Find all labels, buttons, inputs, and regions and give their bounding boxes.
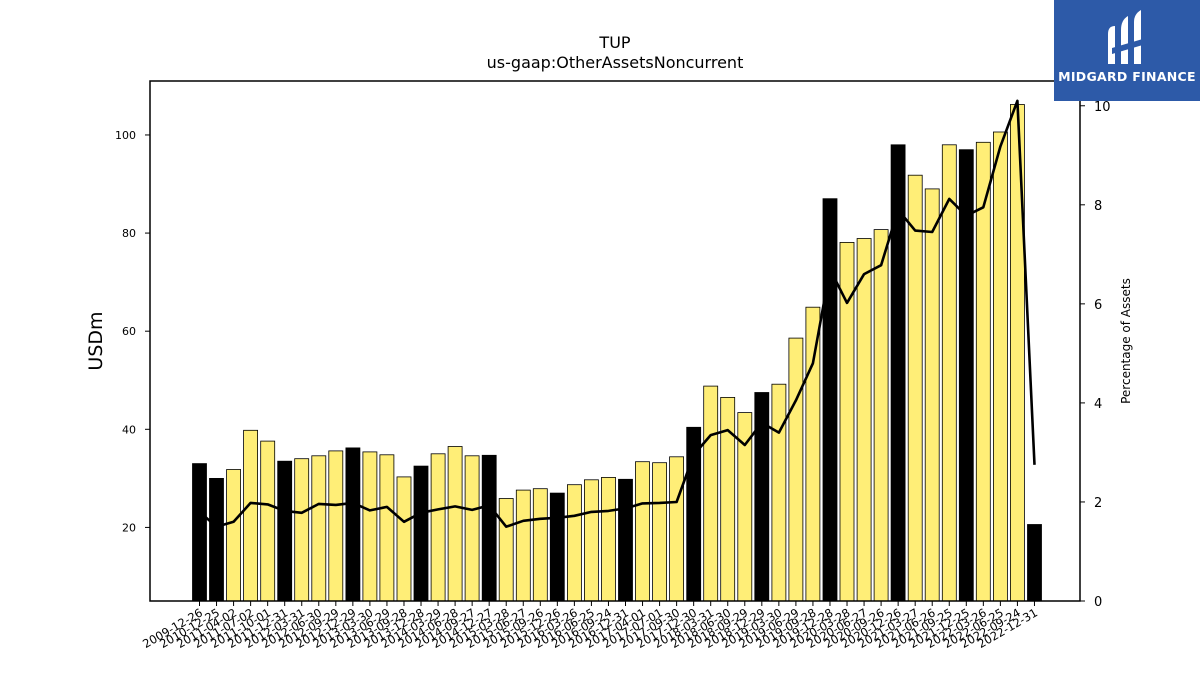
y-tick-label: 60 — [122, 325, 136, 338]
bar — [226, 469, 242, 602]
bar — [856, 238, 872, 602]
bar — [515, 489, 531, 602]
bar — [294, 458, 310, 602]
axes-layer: 2040608010002468102009-12-262010-12-2520… — [115, 80, 1111, 651]
bar — [720, 396, 736, 602]
bar — [958, 149, 974, 602]
bar — [430, 453, 446, 602]
chart-title: TUP — [598, 33, 630, 52]
bars-layer — [192, 104, 1042, 602]
bar — [192, 463, 207, 602]
bar — [652, 462, 667, 602]
bar — [447, 446, 463, 602]
bar — [243, 429, 259, 602]
bar — [584, 479, 599, 602]
bar — [260, 440, 276, 602]
bar — [618, 478, 633, 602]
brand-mark-icon — [1108, 10, 1146, 64]
bar — [635, 461, 650, 602]
bar — [328, 450, 344, 602]
bar — [209, 477, 224, 602]
y2-tick-label: 4 — [1094, 397, 1102, 412]
bar — [993, 131, 1008, 602]
bar — [379, 454, 395, 602]
y-tick-label: 40 — [122, 423, 136, 436]
bar — [362, 451, 378, 602]
bar — [703, 385, 719, 602]
bar — [907, 174, 923, 602]
y2-axis-label: Percentage of Assets — [1119, 278, 1133, 404]
bar — [1027, 524, 1042, 602]
y2-tick-label: 10 — [1094, 100, 1111, 115]
bar — [788, 337, 804, 602]
y2-tick-label: 2 — [1094, 496, 1102, 511]
y-axis-label: USDm — [85, 311, 107, 370]
brand-name: MIDGARD FINANCE — [1058, 69, 1196, 84]
bar — [805, 306, 821, 602]
bar — [669, 456, 684, 602]
bar — [396, 476, 412, 602]
bar — [532, 488, 548, 602]
bar — [481, 454, 497, 602]
bar — [413, 465, 429, 602]
bar — [873, 229, 889, 602]
bar — [549, 492, 565, 602]
bar — [311, 455, 327, 602]
plot-frame — [149, 80, 1081, 602]
bar — [567, 484, 582, 602]
y-tick-label: 100 — [115, 129, 136, 142]
percentage-line — [198, 99, 1036, 529]
bar — [771, 383, 787, 602]
y2-tick-label: 0 — [1094, 595, 1102, 610]
y2-tick-label: 8 — [1094, 199, 1102, 214]
bar — [822, 198, 838, 602]
bar — [345, 447, 361, 602]
bar — [277, 460, 293, 602]
bar — [464, 455, 480, 602]
chart-subtitle: us-gaap:OtherAssetsNoncurrent — [487, 53, 744, 72]
y-tick-label: 20 — [122, 521, 136, 534]
line-layer — [198, 99, 1036, 529]
bar — [498, 498, 514, 602]
y-tick-label: 80 — [122, 227, 136, 240]
bar — [924, 188, 940, 602]
bar — [941, 144, 957, 602]
brand-logo: MIDGARD FINANCE — [1054, 0, 1200, 101]
bar — [601, 476, 616, 602]
y2-tick-label: 6 — [1094, 298, 1102, 313]
